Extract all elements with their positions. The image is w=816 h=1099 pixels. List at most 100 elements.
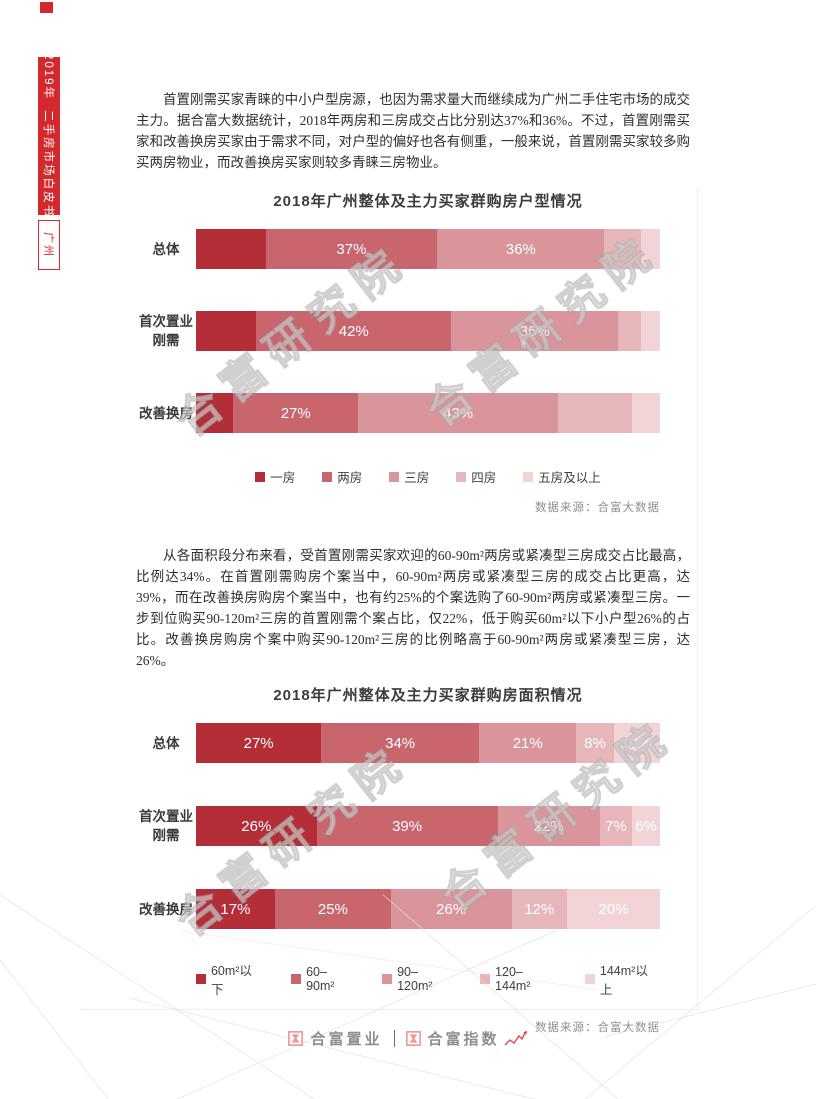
paragraph-2: 从各面积段分布来看，受首置刚需买家欢迎的60-90m²两房或紧凑型三房成交占比最… [136,548,690,668]
data-source-note: 数据来源：合富大数据 [535,502,660,514]
footer: 合富置业 合富指数 [0,1028,816,1049]
value-label: 25% [317,900,348,918]
stacked-bar: 37% 36% [196,229,660,269]
legend-swatch [322,471,333,482]
bar-segment [196,311,257,351]
bar-segment [557,393,633,433]
legend-swatch [456,471,467,482]
bar-segment: 20% [567,889,660,929]
value-label: 26% [241,817,272,835]
value-label: 42% [338,322,369,340]
legend-label: 60–90m² [306,965,335,993]
main-content: 首置刚需买家青睐的中小户型房源，也因为需求量大而继续成为广州二手住宅市场的成交主… [136,0,690,1035]
sidebar-title-text: 2019年二手房市场白皮书 [41,53,57,218]
value-label: 37% [336,240,367,258]
bar-segment: 26% [196,806,317,846]
chart-rows: 总体 37% 36% 首次置业 刚需 42% 36% 改善换房 27% 43% [136,229,660,433]
value-label: 7% [605,817,627,835]
hefu-logo-icon [405,1031,421,1046]
value-label: 21% [512,734,543,752]
category-label: 首次置业 刚需 [139,314,193,348]
bar-segment: 17% [196,889,275,929]
legend-label: 五房及以上 [538,471,601,485]
bar-segment: 12% [511,889,568,929]
legend-item: 144m²以上 [584,960,660,998]
stacked-bar: 42% 36% [196,311,660,351]
legend-item: 60–90m² [291,960,355,998]
legend-swatch [480,974,491,984]
legend-label: 144m²以上 [599,964,648,997]
dotted-guide-vertical [697,190,698,1010]
dotted-guide-horizontal [80,1009,700,1010]
bar-segment [618,311,642,351]
chart-legend: 一房 两房 三房 四房 五房及以上 [196,467,660,486]
stacked-bar: 17% 25% 26% 12% 20% [196,889,660,929]
bar-segment: 6% [632,806,660,846]
bar-segment: 8% [576,723,614,763]
bar-segment: 42% [256,311,452,351]
stacked-bar: 27% 43% [196,393,660,433]
legend-item: 60m²以下 [196,960,264,998]
legend-item: 三房 [389,467,429,486]
value-label: 43% [443,404,474,422]
legend-label: 一房 [270,471,296,485]
paragraph-1: 首置刚需买家青睐的中小户型房源，也因为需求量大而继续成为广州二手住宅市场的成交主… [136,92,690,170]
legend-swatch [196,974,206,984]
bar-segment [641,311,660,351]
bar-segment [641,229,660,269]
legend-label: 三房 [404,471,430,485]
legend-item: 120–144m² [480,960,558,998]
bar-segment [632,393,660,433]
value-label: 6% [635,817,657,835]
value-label: 34% [385,734,416,752]
value-label: 26% [436,900,467,918]
legend-swatch [523,471,534,482]
legend-label: 60m²以下 [210,964,252,997]
chart-row: 总体 27% 34% 21% 8% 10% [136,723,660,763]
chart-rows: 总体 27% 34% 21% 8% 10% 首次置业 刚需 26% 39% 22% 7% 6% 改善换房… [136,723,660,929]
chart-row: 首次置业 刚需 42% 36% [136,311,660,351]
chart-housing-area: 2018年广州整体及主力买家群购房面积情况 总体 27% 34% 21% 8% 10% 首次… [136,684,660,1035]
value-label: 8% [584,734,606,752]
value-label: 12% [524,900,555,918]
sidebar-book-title: 二手房市场白皮书 [42,110,54,219]
legend-label: 两房 [337,471,363,485]
category-label: 改善换房 [139,901,193,917]
sidebar-year: 2019年 [42,53,54,101]
region-label: 广州 [42,232,54,258]
legend-item: 四房 [456,467,496,486]
legend-swatch [255,471,266,482]
bar-segment: 43% [358,393,558,433]
value-label: 22% [533,817,564,835]
stacked-bar: 26% 39% 22% 7% 6% [196,806,660,846]
bar-segment: 36% [451,311,619,351]
category-label: 总体 [152,241,180,257]
hefu-logo-icon [288,1031,304,1046]
bar-segment: 10% [613,723,660,763]
legend-item: 五房及以上 [523,467,601,486]
legend-swatch [584,974,595,984]
sidebar-title-strip: 2019年二手房市场白皮书 [38,53,60,219]
bar-segment [196,229,266,269]
bar-segment: 39% [316,806,498,846]
legend-label: 四房 [471,471,497,485]
footer-divider [393,1030,395,1047]
chart-title: 2018年广州整体及主力买家群购房户型情况 [273,193,583,210]
value-label: 20% [598,900,629,918]
bar-segment [196,393,234,433]
bar-segment: 22% [497,806,600,846]
bar-segment: 7% [599,806,633,846]
chart-row: 首次置业 刚需 26% 39% 22% 7% 6% [136,806,660,846]
legend-swatch [382,974,393,984]
value-label: 36% [505,240,536,258]
value-label: 27% [280,404,311,422]
chart-row: 改善换房 17% 25% 26% 12% 20% [136,889,660,929]
chart-housing-type: 2018年广州整体及主力买家群购房户型情况 总体 37% 36% 首次置业 刚需 42%… [136,190,660,515]
category-label: 首次置业 刚需 [139,809,193,843]
stacked-bar: 27% 34% 21% 8% 10% [196,723,660,763]
bar-segment: 34% [321,723,480,763]
sidebar-top-square [40,2,53,13]
value-label: 39% [392,817,423,835]
bar-segment: 21% [479,723,577,763]
legend-item: 一房 [255,467,295,486]
